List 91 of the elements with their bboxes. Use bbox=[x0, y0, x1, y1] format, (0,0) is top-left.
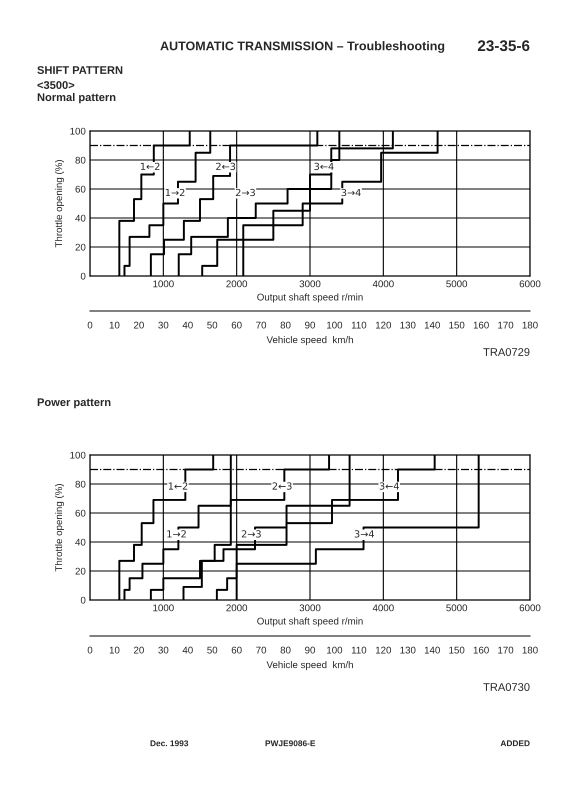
x-tick-label: 3000 bbox=[300, 280, 320, 288]
x2-tick-label: 160 bbox=[474, 322, 489, 329]
annotation: 3→4 bbox=[342, 188, 361, 196]
annotation: 3→4 bbox=[354, 530, 374, 538]
text: Dec. 1993 bbox=[150, 740, 188, 746]
annotation: 1→2 bbox=[166, 188, 184, 196]
text: ADDED bbox=[500, 740, 530, 746]
chart-title: Normal pattern bbox=[38, 92, 116, 104]
y-tick-label: 20 bbox=[76, 244, 86, 251]
annotation: 1←2 bbox=[140, 162, 160, 170]
x2-tick-label: 170 bbox=[498, 322, 514, 329]
x2-axis-title: Vehicle speed km/h bbox=[266, 336, 353, 346]
x2-tick-label: 140 bbox=[424, 646, 440, 654]
text: TRA0730 bbox=[483, 683, 530, 691]
y-tick-label: 60 bbox=[76, 186, 86, 193]
x2-tick-label: 50 bbox=[207, 322, 218, 329]
x-axis-title: Output shaft speed r/min bbox=[257, 617, 363, 626]
x2-tick-label: 130 bbox=[400, 322, 416, 329]
x2-tick-label: 70 bbox=[256, 646, 266, 654]
x-tick-label: 2000 bbox=[226, 280, 248, 288]
x-tick-label: 6000 bbox=[520, 604, 540, 612]
text: TRA0729 bbox=[483, 348, 530, 356]
y-tick-label: 100 bbox=[70, 128, 86, 135]
x-tick-label: 3000 bbox=[300, 604, 320, 612]
y-tick-label: 0 bbox=[80, 596, 86, 604]
x2-tick-label: 70 bbox=[256, 322, 266, 329]
x-axis-title: Output shaft speed r/min bbox=[257, 293, 363, 302]
x2-tick-label: 180 bbox=[522, 322, 538, 329]
y-tick-label: 100 bbox=[70, 452, 86, 459]
text: 23-35-6 bbox=[478, 40, 530, 52]
y-axis-title: Throttle opening (%) bbox=[54, 484, 64, 572]
x2-tick-label: 10 bbox=[110, 646, 120, 654]
text: AUTOMATIC TRANSMISSION – Troubleshooting bbox=[160, 41, 444, 53]
x2-tick-label: 30 bbox=[158, 322, 168, 329]
y-axis-title: Throttle opening (%) bbox=[54, 160, 64, 248]
x2-axis-title: Vehicle speed km/h bbox=[266, 661, 353, 670]
x-tick-label: 1000 bbox=[153, 280, 174, 288]
x2-tick-label: 0 bbox=[88, 646, 92, 654]
annotation: 3←4 bbox=[380, 482, 399, 490]
x2-tick-label: 150 bbox=[449, 322, 464, 329]
y-tick-label: 20 bbox=[76, 568, 86, 575]
x2-tick-label: 110 bbox=[352, 322, 366, 329]
x-tick-label: 4000 bbox=[372, 604, 394, 612]
x2-tick-label: 160 bbox=[474, 646, 489, 654]
x2-tick-label: 90 bbox=[305, 322, 316, 329]
x-tick-label: 1000 bbox=[153, 604, 174, 612]
x2-tick-label: 100 bbox=[327, 322, 342, 329]
x-tick-label: 6000 bbox=[520, 280, 540, 288]
x2-tick-label: 80 bbox=[280, 646, 291, 654]
x-tick-label: 2000 bbox=[226, 604, 248, 612]
x2-tick-label: 110 bbox=[352, 646, 366, 654]
x2-tick-label: 60 bbox=[232, 646, 242, 654]
annotation: 3←4 bbox=[314, 162, 334, 170]
text: PWJE9086-E bbox=[266, 740, 316, 746]
annotation: 1←2 bbox=[168, 482, 188, 490]
x2-tick-label: 90 bbox=[305, 646, 316, 654]
chart-title: Power pattern bbox=[38, 398, 110, 408]
annotation: 1→2 bbox=[167, 530, 186, 538]
annotation: 2→3 bbox=[236, 188, 255, 196]
x2-tick-label: 30 bbox=[158, 646, 168, 654]
annotation: 2←3 bbox=[216, 162, 236, 170]
x2-tick-label: 80 bbox=[280, 322, 291, 329]
x2-tick-label: 0 bbox=[88, 322, 92, 329]
annotation: 2←3 bbox=[272, 482, 292, 490]
x2-tick-label: 20 bbox=[134, 322, 144, 329]
y-tick-label: 80 bbox=[75, 156, 86, 164]
x2-tick-label: 20 bbox=[134, 646, 144, 654]
x2-tick-label: 120 bbox=[376, 322, 392, 329]
x2-tick-label: 100 bbox=[327, 646, 342, 654]
x2-tick-label: 140 bbox=[424, 322, 440, 329]
x2-tick-label: 170 bbox=[498, 646, 514, 654]
x2-tick-label: 180 bbox=[522, 646, 538, 654]
annotation: 2→3 bbox=[242, 530, 261, 538]
y-tick-label: 40 bbox=[75, 214, 86, 222]
y-tick-label: 60 bbox=[76, 510, 86, 517]
x2-tick-label: 10 bbox=[110, 322, 120, 329]
y-tick-label: 80 bbox=[75, 480, 86, 488]
x2-tick-label: 130 bbox=[400, 646, 416, 654]
x2-tick-label: 150 bbox=[449, 646, 464, 654]
x2-tick-label: 120 bbox=[376, 646, 392, 654]
x2-tick-label: 40 bbox=[182, 646, 193, 654]
x2-tick-label: 60 bbox=[232, 322, 242, 329]
x2-tick-label: 50 bbox=[207, 646, 218, 654]
y-tick-label: 0 bbox=[80, 272, 86, 280]
text: <3500> bbox=[37, 81, 74, 89]
x-tick-label: 4000 bbox=[372, 280, 394, 288]
x2-tick-label: 40 bbox=[182, 322, 193, 329]
x-tick-label: 5000 bbox=[446, 604, 468, 612]
text: SHIFT PATTERN bbox=[37, 66, 122, 74]
y-tick-label: 40 bbox=[75, 538, 86, 546]
x-tick-label: 5000 bbox=[446, 280, 468, 288]
